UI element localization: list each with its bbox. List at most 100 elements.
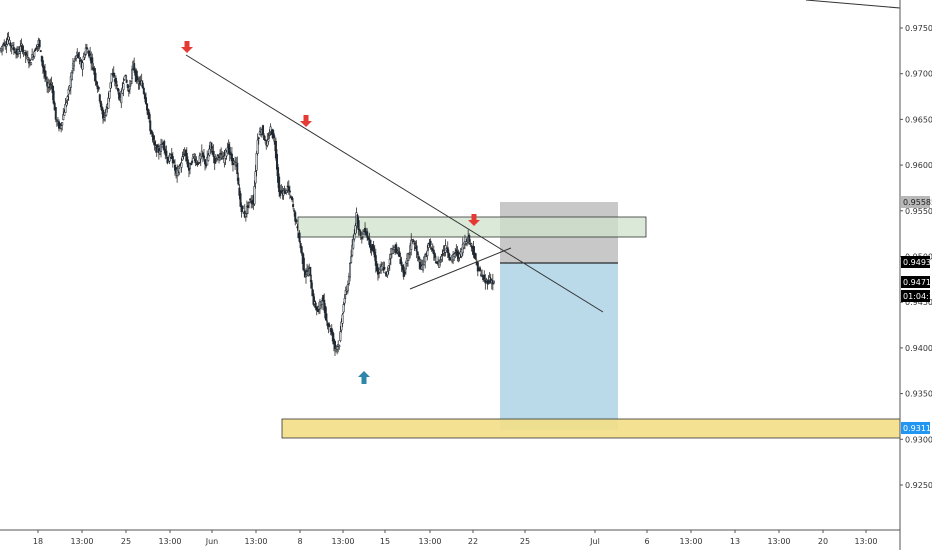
candle-body xyxy=(64,103,67,113)
candle-body xyxy=(192,154,195,157)
candle-body xyxy=(102,109,105,119)
candle-body xyxy=(81,62,84,70)
price-tag: 0.93118 xyxy=(901,422,932,434)
candle-body xyxy=(122,83,125,91)
candle-body xyxy=(386,271,389,276)
candle-body xyxy=(123,76,126,80)
arrow-head xyxy=(181,47,193,53)
price-tag-bg xyxy=(901,196,930,208)
candle-body xyxy=(212,150,215,157)
candle-body xyxy=(353,233,356,240)
candle-body xyxy=(287,186,290,192)
candle-body xyxy=(336,346,339,350)
price-tag-bg xyxy=(901,256,930,268)
candle-body xyxy=(455,249,458,252)
candle-body xyxy=(341,314,344,324)
candle-body xyxy=(256,139,259,154)
price-tag-bg xyxy=(901,422,930,434)
candle-body xyxy=(257,137,260,140)
price-tag-label: 01:04:17 xyxy=(903,292,932,301)
candle-body xyxy=(195,160,198,163)
candle-body xyxy=(447,252,450,258)
candle-body xyxy=(35,47,38,50)
candle-body xyxy=(304,274,307,278)
candle-body xyxy=(5,44,8,47)
arrow-shaft xyxy=(361,377,367,384)
candle-body xyxy=(454,251,457,254)
candle-body xyxy=(28,59,31,62)
candle-body xyxy=(351,245,354,256)
candle-body xyxy=(389,254,392,259)
candle-body xyxy=(430,247,433,250)
candle-body xyxy=(302,257,305,271)
time-axis-label: 22 xyxy=(468,537,478,546)
time-axis-label: 25 xyxy=(121,537,131,546)
candle-body xyxy=(95,81,98,85)
arrow-shaft xyxy=(184,41,190,48)
candle-body xyxy=(62,114,65,120)
candle-body xyxy=(33,51,36,57)
candle-body xyxy=(70,72,73,81)
candle-body xyxy=(474,253,477,260)
candle-body xyxy=(358,229,361,232)
candle-body xyxy=(296,226,299,229)
target-zone xyxy=(500,263,618,430)
candle-body xyxy=(60,125,63,129)
buy-arrow-icon xyxy=(358,371,370,384)
price-tag: 0.95585 xyxy=(901,196,932,208)
candle-body xyxy=(129,81,132,85)
candle-body xyxy=(18,51,21,54)
candle-body xyxy=(432,249,435,255)
candle-body xyxy=(201,152,204,157)
candle-body xyxy=(120,91,123,104)
candle-body xyxy=(393,247,396,250)
candle-body xyxy=(288,190,291,193)
candle-body xyxy=(12,47,15,51)
candle-body xyxy=(299,242,302,249)
price-tag-label: 0.94931 xyxy=(903,258,932,267)
candle-body xyxy=(314,302,317,309)
candle-body xyxy=(41,60,44,68)
candle-body xyxy=(156,145,159,148)
candle-body xyxy=(416,251,419,255)
candle-body xyxy=(124,74,127,77)
candle-body xyxy=(193,156,196,159)
candle-body xyxy=(262,125,265,135)
candle-body xyxy=(44,70,47,78)
support-zone xyxy=(281,418,901,439)
candle-body xyxy=(6,39,9,45)
time-axis-label: 13:00 xyxy=(679,537,702,546)
candle-body xyxy=(128,86,131,90)
candle-body xyxy=(413,242,416,245)
candle-body xyxy=(202,155,205,159)
candle-body xyxy=(53,102,56,111)
candle-body xyxy=(272,133,275,139)
time-axis-label: Jul xyxy=(589,537,600,546)
candle-body xyxy=(347,275,350,285)
candle-body xyxy=(3,42,6,45)
candle-body xyxy=(141,82,144,89)
candle-body xyxy=(400,261,403,266)
arrow-shaft xyxy=(471,214,477,221)
candle-body xyxy=(146,103,149,111)
arrow-shaft xyxy=(303,115,309,122)
candle-body xyxy=(264,139,267,141)
candle-body xyxy=(182,154,185,157)
candle-body xyxy=(395,244,398,253)
candle-body xyxy=(342,304,345,313)
candle-body xyxy=(300,246,303,254)
candle-body xyxy=(417,256,420,260)
time-axis-label: 13:00 xyxy=(418,537,441,546)
candle-body xyxy=(268,133,271,136)
candle-body xyxy=(298,232,301,242)
price-tag: 0.94931 xyxy=(901,256,932,268)
candle-body xyxy=(339,331,342,342)
candle-body xyxy=(7,36,10,41)
candle-body xyxy=(352,238,355,249)
candle-body xyxy=(354,225,357,234)
